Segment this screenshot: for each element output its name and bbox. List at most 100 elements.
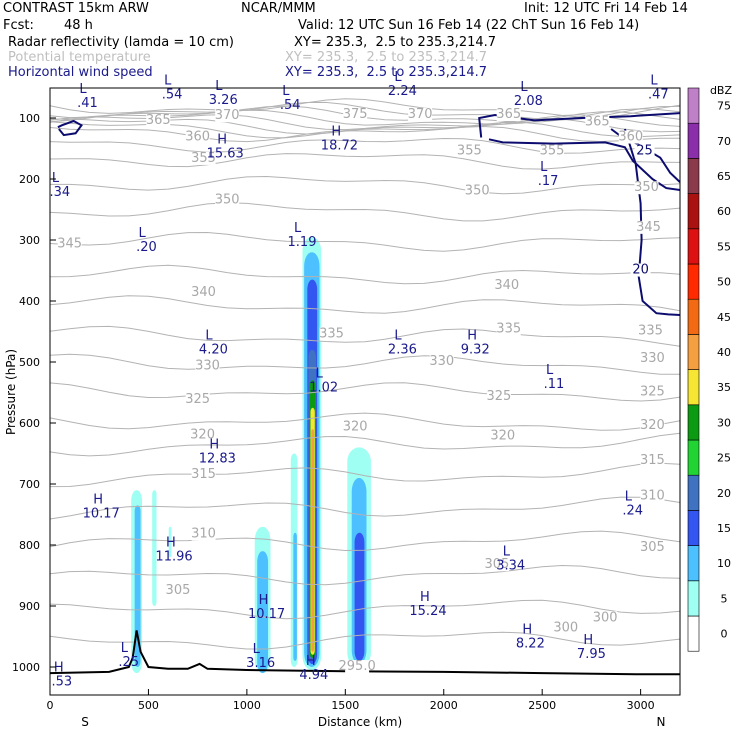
theta-label: 320 [343, 419, 368, 434]
theta-label: 360 [618, 130, 643, 145]
colorbar-label-65: 65 [717, 170, 731, 183]
field-xy-theta: XY= 235.3, 2.5 to 235.3,214.7 [285, 50, 488, 65]
extremum-value: .17 [538, 174, 559, 189]
extremum-high-mark: H [583, 633, 593, 648]
theta-line-745 [49, 496, 681, 520]
theta-line-690 [49, 462, 681, 488]
theta-label-bg [490, 429, 515, 443]
theta-line-80 [49, 98, 681, 118]
extremum-low-mark: L [282, 84, 290, 99]
extremum-value: 10.17 [83, 507, 120, 522]
wind-contours [57, 112, 681, 316]
y-tick-label-800: 800 [19, 539, 40, 552]
cell-440-core [134, 505, 141, 667]
y-tick-label-200: 200 [19, 173, 40, 186]
theta-label-bg [484, 558, 509, 572]
theta-label-bg [343, 108, 368, 121]
extremum-value: .53 [51, 674, 72, 689]
theta-label: 300 [593, 610, 618, 625]
extremum-high-mark: H [217, 133, 227, 148]
field-xy-wind: XY= 235.3, 2.5 to 235.3,214.7 [285, 65, 488, 80]
theta-line-405 [49, 295, 681, 314]
field-name-wind: Horizontal wind speed [8, 65, 153, 80]
colorbar: 0 5 10 15 20 25 30 35 40 45 50 55 60 65 70 75 dBZ [687, 84, 732, 652]
theta-label-bg [195, 359, 220, 373]
extremum-low-mark: L [79, 82, 87, 97]
theta-label-bg [343, 420, 368, 434]
theta-label-bg [496, 322, 521, 336]
x-tick-label-1000: 1000 [233, 699, 261, 712]
theta-line-545 [49, 382, 681, 402]
extremum-low-mark: L [316, 366, 324, 381]
theta-label-bg [408, 108, 433, 121]
fcst-label: Fcst: [3, 18, 34, 33]
colorbar-label-40: 40 [717, 346, 731, 359]
theta-label-bg [634, 181, 659, 195]
extremum-value: .20 [136, 240, 157, 255]
colorbar-label-35: 35 [717, 381, 731, 394]
colorbar-label-45: 45 [717, 311, 731, 324]
wind-contour-top [478, 112, 681, 138]
theta-line-355 [49, 264, 681, 285]
terrain-line [49, 630, 680, 676]
extremum-value: 3.26 [209, 93, 238, 108]
colorbar-label-55: 55 [717, 240, 731, 253]
extremum-high-mark: H [93, 493, 103, 508]
wind-label: 25 [636, 144, 653, 159]
extremum-value: .54 [280, 98, 301, 113]
theta-label: 310 [640, 488, 665, 503]
extremum-low-mark: L [546, 363, 554, 378]
theta-label-bg [618, 130, 643, 144]
theta-label-bg [190, 428, 215, 442]
extremum-low-mark: L [294, 221, 302, 236]
x-tick-label-2500: 2500 [528, 699, 556, 712]
contour-labels: 365 370 375 370 365 365 360 360 355 355 355 350 350 3… [57, 107, 665, 674]
colorbar-label-60: 60 [717, 205, 731, 218]
y-tick-label-900: 900 [19, 600, 40, 613]
theta-label: 325 [640, 385, 665, 400]
theta-label: 295.0 [339, 659, 376, 674]
cell-1080-b [257, 551, 269, 674]
colorbar-label-15: 15 [717, 522, 731, 535]
theta-contours [49, 98, 681, 650]
colorbar-box-15 [687, 510, 700, 546]
theta-line-910 [49, 599, 681, 620]
theta-label: 325 [185, 392, 210, 407]
theta-label: 350 [465, 183, 490, 198]
theta-label: 310 [191, 527, 216, 542]
theta-label-bg [146, 114, 171, 128]
extremum-value: 2.08 [514, 94, 543, 109]
extremum-high-mark: H [467, 328, 477, 343]
theta-label: 360 [185, 130, 210, 145]
theta-label: 300 [553, 621, 578, 636]
colorbar-box-55 [687, 228, 700, 265]
extremum-high-mark: H [209, 438, 219, 453]
x-tick-label-2000: 2000 [430, 699, 458, 712]
extremum-low-mark: L [205, 328, 213, 343]
theta-label: 355 [540, 144, 565, 159]
theta-label: 320 [490, 428, 515, 443]
theta-label: 375 [343, 107, 368, 122]
colorbar-label-30: 30 [717, 416, 731, 429]
cell-530 [152, 490, 157, 606]
theta-label-bg [593, 611, 618, 625]
model-title: CONTRAST 15km ARW [3, 1, 149, 16]
theta-label: 345 [57, 236, 82, 251]
extremum-value: .11 [544, 377, 565, 392]
extremum-low-mark: L [650, 73, 658, 88]
theta-label-bg [640, 352, 665, 365]
colorbar-label-70: 70 [717, 135, 731, 148]
y-tick-label-600: 600 [19, 417, 40, 430]
theta-label: 365 [496, 107, 521, 122]
theta-label-bg [165, 583, 190, 597]
wind-contour-left [57, 119, 83, 137]
theta-label: 350 [634, 180, 659, 195]
extremum-high-mark: H [331, 125, 341, 140]
extremum-value: 15.24 [409, 604, 446, 619]
extremum-value: .34 [50, 185, 71, 200]
cell-1330-g [311, 429, 315, 652]
theta-line-300 [49, 231, 681, 252]
colorbar-box-60 [687, 193, 700, 230]
colorbar-label-10: 10 [717, 557, 731, 570]
colorbar-box-30 [687, 404, 700, 441]
